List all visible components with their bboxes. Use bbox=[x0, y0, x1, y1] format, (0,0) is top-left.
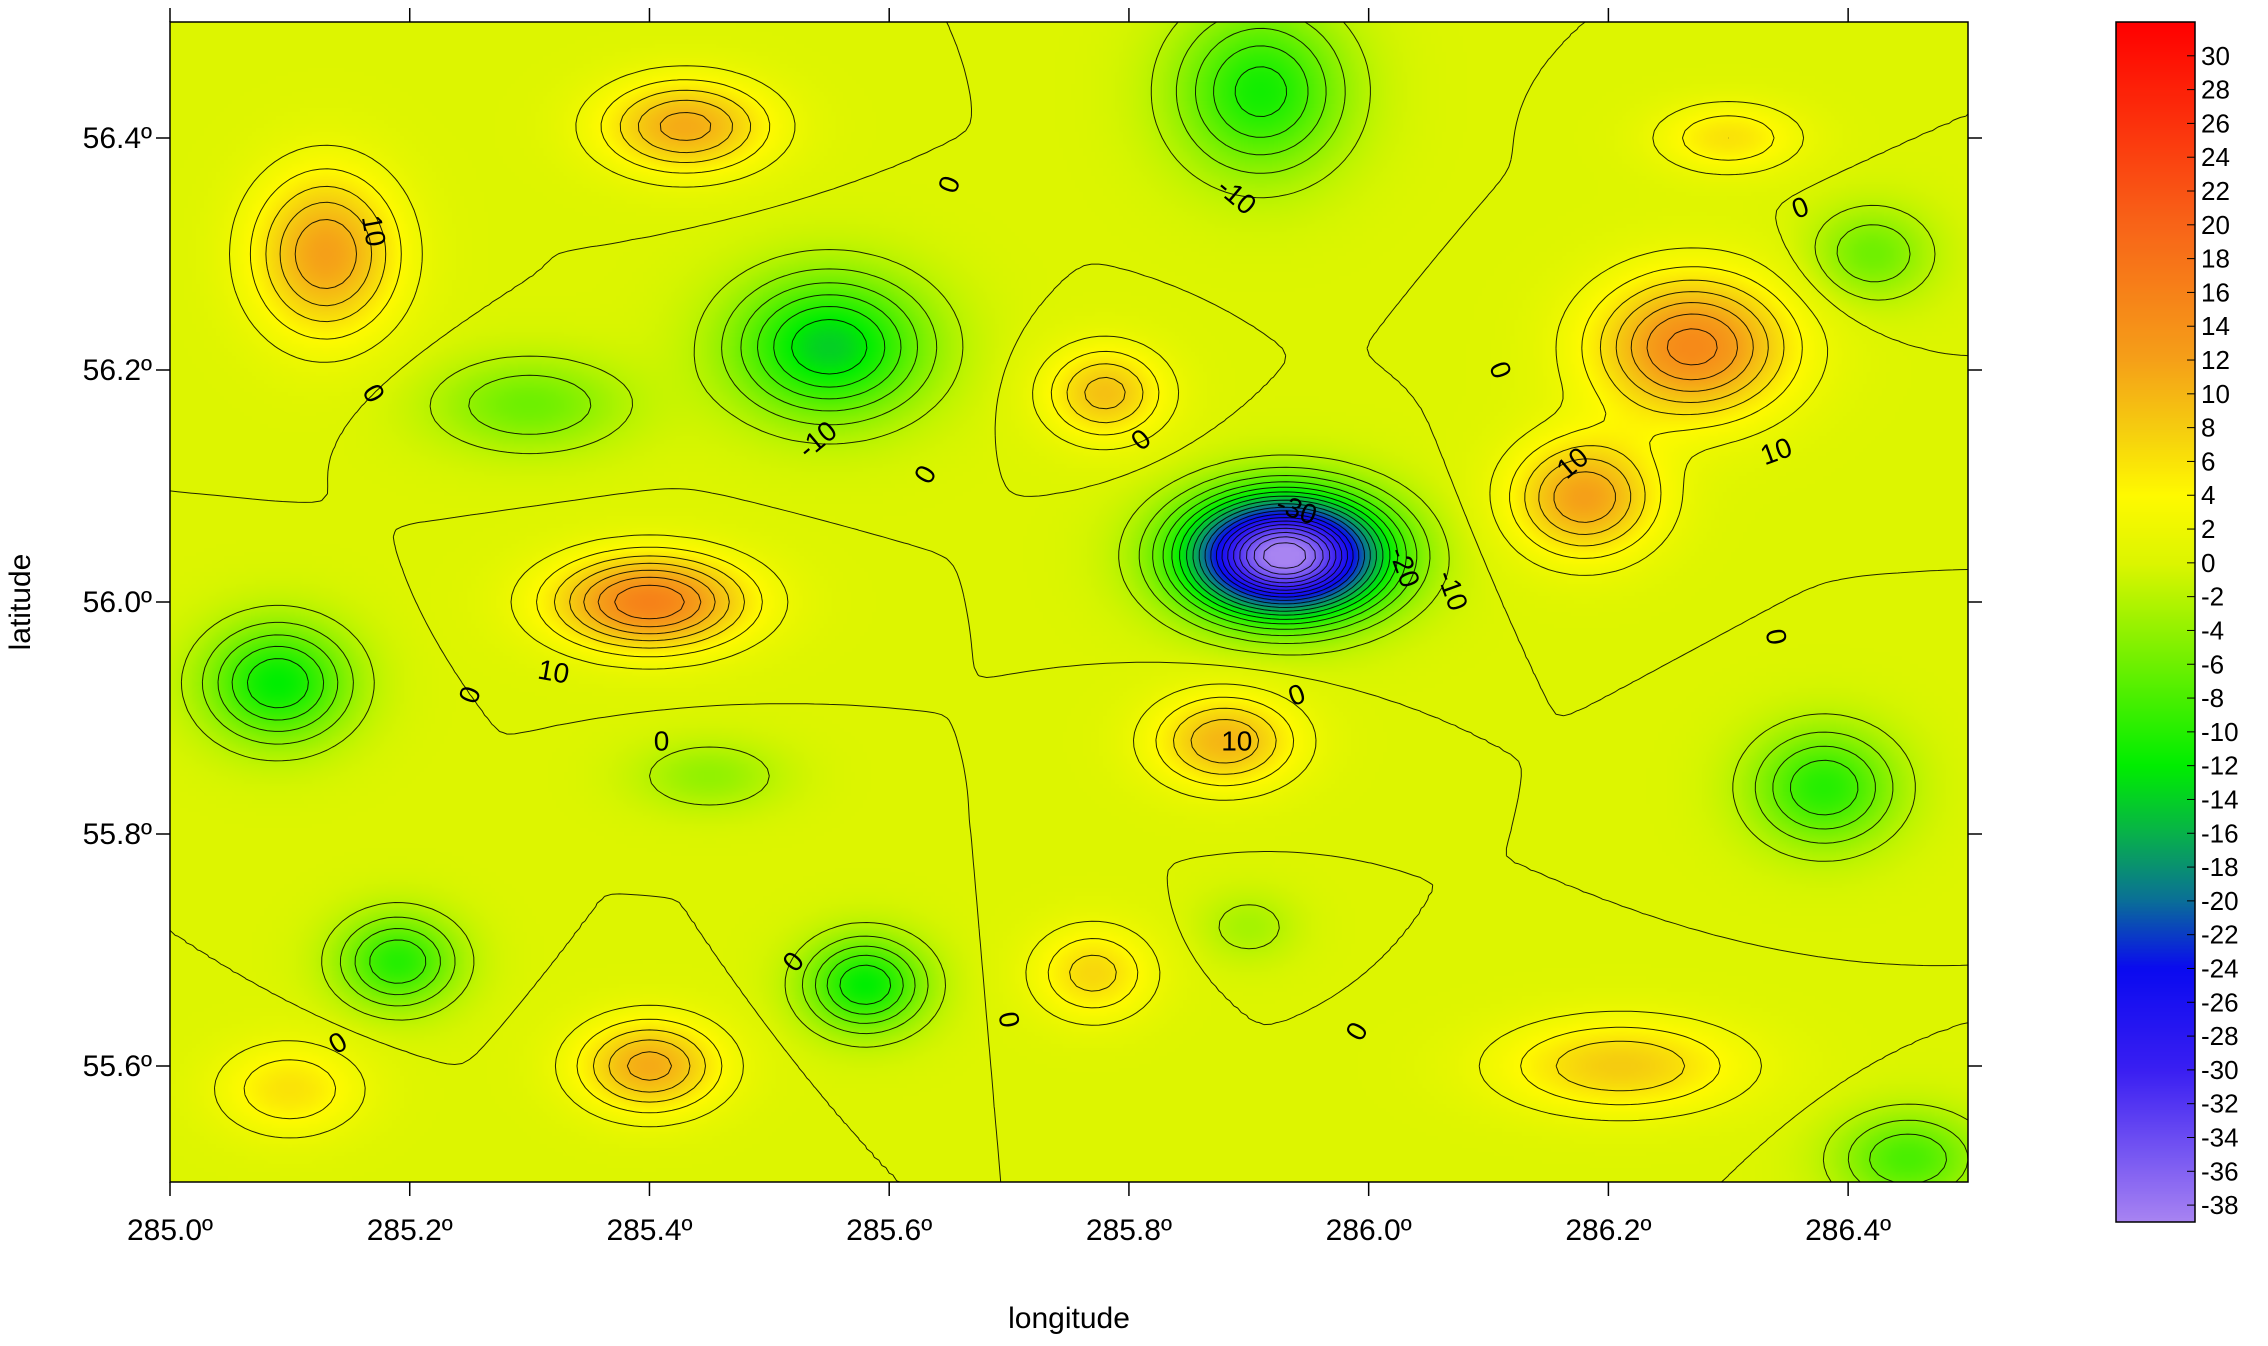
contour-line bbox=[1192, 499, 1377, 612]
contour-line bbox=[1186, 495, 1384, 616]
heatmap-fill bbox=[170, 22, 1968, 1182]
contour-line bbox=[1204, 506, 1365, 605]
colorbar-tick-label: 14 bbox=[2201, 311, 2230, 341]
x-tick-label: 285.0º bbox=[127, 1214, 213, 1247]
contour-line bbox=[1263, 542, 1307, 569]
contour-label: 10 bbox=[1221, 726, 1252, 757]
contour-lines bbox=[170, 22, 1968, 1182]
contour-line bbox=[180, 22, 1968, 1182]
contour-line bbox=[597, 313, 1738, 628]
colorbar-tick-label: 18 bbox=[2201, 244, 2230, 274]
contour-line bbox=[231, 45, 1859, 1015]
contour-line bbox=[1227, 520, 1343, 591]
contour-line bbox=[265, 89, 1785, 1103]
x-tick-label: 286.0º bbox=[1326, 1214, 1412, 1247]
colorbar-tick-label: 8 bbox=[2201, 413, 2215, 443]
y-tick-label: 56.0º bbox=[83, 586, 152, 619]
colorbar-frame bbox=[2115, 21, 2196, 1223]
contour-line bbox=[1221, 517, 1348, 595]
colorbar-tick-label: -24 bbox=[2201, 953, 2239, 983]
contour-line bbox=[214, 65, 1829, 1139]
contour-line bbox=[1253, 536, 1316, 575]
x-tick-label: 286.4º bbox=[1805, 1214, 1891, 1247]
contour-line bbox=[1215, 513, 1354, 598]
colorbar-tick-label: 2 bbox=[2201, 514, 2215, 544]
colorbar: 302826242220181614121086420-2-4-6-8-10-1… bbox=[2115, 21, 2239, 1223]
colorbar-tick-label: 28 bbox=[2201, 75, 2230, 105]
colorbar-gradient bbox=[2116, 22, 2195, 1222]
y-tick-label: 55.6º bbox=[83, 1050, 152, 1083]
colorbar-tick-label: 0 bbox=[2201, 548, 2215, 578]
colorbar-tick-label: -22 bbox=[2201, 920, 2239, 950]
colorbar-tick-label: 4 bbox=[2201, 480, 2215, 510]
colorbar-tick-label: -20 bbox=[2201, 886, 2239, 916]
y-tick-label: 56.2º bbox=[83, 354, 152, 387]
colorbar-tick-label: -36 bbox=[2201, 1156, 2239, 1186]
colorbar-tick-label: 30 bbox=[2201, 41, 2230, 71]
x-axis-title: longitude bbox=[1008, 1302, 1130, 1335]
contour-label: 0 bbox=[992, 1009, 1025, 1030]
y-tick-label: 56.4º bbox=[83, 122, 152, 155]
colorbar-tick-label: -30 bbox=[2201, 1055, 2239, 1085]
colorbar-tick-label: -16 bbox=[2201, 818, 2239, 848]
contour-line bbox=[791, 319, 1391, 620]
colorbar-tick-label: -10 bbox=[2201, 717, 2239, 747]
y-axis: 55.6º 55.8º 56.0º 56.2º 56.4º bbox=[83, 122, 1982, 1083]
contour-line bbox=[279, 99, 1769, 1093]
colorbar-tick-label: 20 bbox=[2201, 210, 2230, 240]
colorbar-tick-label: 24 bbox=[2201, 142, 2230, 172]
contour-line bbox=[170, 22, 1968, 1182]
contour-line bbox=[1239, 527, 1331, 584]
contour-line bbox=[614, 328, 1718, 620]
colorbar-tick-label: -18 bbox=[2201, 852, 2239, 882]
colorbar-tick-label: -8 bbox=[2201, 683, 2224, 713]
x-tick-label: 285.6º bbox=[846, 1214, 932, 1247]
contour-line bbox=[201, 22, 1968, 1182]
colorbar-tick-label: 22 bbox=[2201, 176, 2230, 206]
colorbar-tick-label: -2 bbox=[2201, 582, 2224, 612]
colorbar-tick-label: 10 bbox=[2201, 379, 2230, 409]
y-tick-label: 55.8º bbox=[83, 818, 152, 851]
contour-line bbox=[1246, 531, 1324, 580]
colorbar-tick-label: 6 bbox=[2201, 446, 2215, 476]
colorbar-tick-label: -26 bbox=[2201, 987, 2239, 1017]
x-axis: 285.0º 285.2º 285.4º 285.6º 285.8º 286.0º 286.… bbox=[127, 8, 1891, 1247]
contour-label: 10 bbox=[536, 654, 572, 690]
colorbar-tick-label: -14 bbox=[2201, 784, 2239, 814]
colorbar-ticks: 302826242220181614121086420-2-4-6-8-10-1… bbox=[2187, 41, 2239, 1220]
contour-label: 10 bbox=[356, 213, 392, 249]
colorbar-tick-label: -6 bbox=[2201, 649, 2224, 679]
contour-line bbox=[217, 27, 1947, 1182]
contour-line bbox=[1233, 524, 1337, 588]
colorbar-tick-label: 16 bbox=[2201, 277, 2230, 307]
colorbar-tick-label: -38 bbox=[2201, 1190, 2239, 1220]
contour-label: 0 bbox=[654, 726, 670, 757]
x-tick-label: 285.8º bbox=[1086, 1214, 1172, 1247]
contour-line bbox=[1210, 510, 1360, 601]
colorbar-tick-label: 26 bbox=[2201, 108, 2230, 138]
contour-label: 0 bbox=[1760, 626, 1793, 647]
contour-line bbox=[246, 66, 1399, 1005]
x-tick-label: 285.2º bbox=[367, 1214, 453, 1247]
contour-line bbox=[294, 112, 1754, 1081]
contour-line bbox=[1198, 503, 1371, 608]
x-tick-label: 285.4º bbox=[606, 1214, 692, 1247]
colorbar-tick-label: -32 bbox=[2201, 1089, 2239, 1119]
colorbar-tick-label: 12 bbox=[2201, 345, 2230, 375]
colorbar-tick-label: -28 bbox=[2201, 1021, 2239, 1051]
x-tick-label: 286.2º bbox=[1565, 1214, 1651, 1247]
colorbar-tick-label: -34 bbox=[2201, 1122, 2239, 1152]
colorbar-tick-label: -4 bbox=[2201, 615, 2224, 645]
colorbar-tick-label: -12 bbox=[2201, 751, 2239, 781]
y-axis-title: latitude bbox=[4, 554, 37, 651]
contour-line bbox=[243, 79, 1803, 1120]
